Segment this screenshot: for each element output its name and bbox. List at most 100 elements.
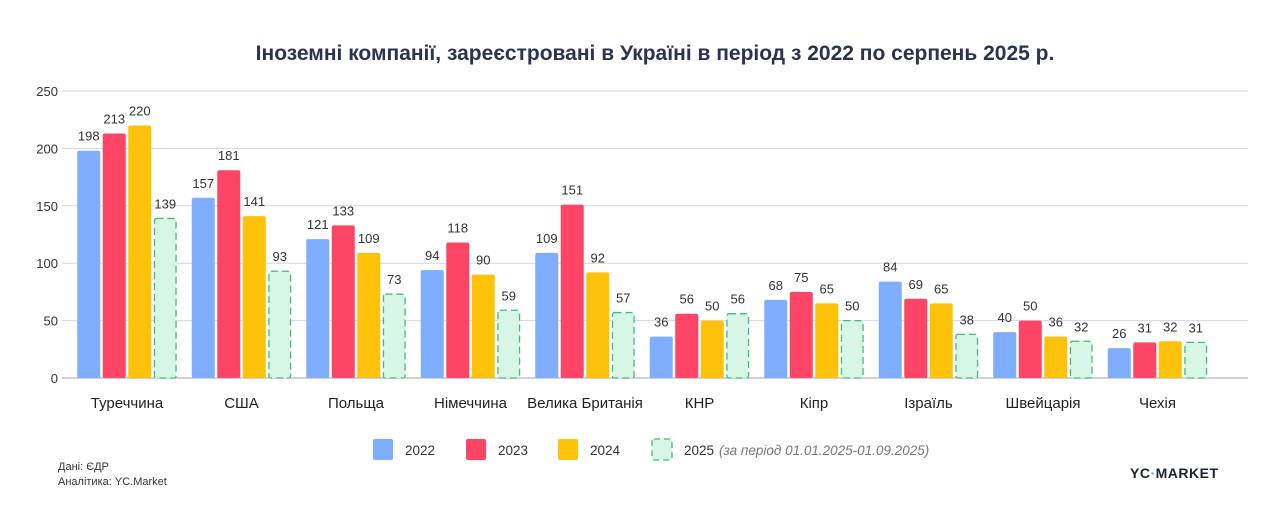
x-tick-label: Туреччина (91, 395, 164, 412)
bar-2024 (815, 303, 839, 378)
bar-2023 (102, 133, 126, 378)
data-label: 50 (1023, 299, 1037, 314)
bar-2024 (242, 216, 266, 378)
data-label: 93 (273, 249, 287, 264)
bar-2023 (217, 170, 241, 378)
data-label: 121 (307, 217, 329, 232)
data-label: 59 (502, 288, 516, 303)
legend-label-2023: 2023 (498, 443, 528, 458)
bar-2022 (420, 270, 444, 378)
legend-swatch-2025 (651, 438, 673, 461)
legend-label-2024: 2024 (590, 443, 621, 458)
data-label: 73 (387, 272, 401, 287)
data-label: 56 (731, 292, 745, 307)
x-tick-label: Кіпр (800, 395, 829, 412)
bar-2023 (1018, 320, 1042, 378)
bar-2024 (357, 252, 381, 378)
y-tick-label: 200 (36, 141, 58, 156)
chart-title: Іноземні компанії, зареєстровані в Украї… (256, 42, 1055, 65)
data-label: 50 (705, 299, 719, 314)
bar-2025 (153, 217, 177, 379)
data-label: 40 (998, 310, 1012, 325)
bar-2024 (471, 274, 495, 378)
data-label: 65 (934, 281, 948, 296)
bar-2025 (955, 333, 979, 379)
y-tick-label: 100 (36, 256, 58, 271)
data-label: 50 (845, 299, 859, 314)
data-label: 57 (616, 291, 630, 306)
data-label: 92 (591, 250, 605, 265)
data-label: 220 (129, 103, 151, 118)
bar-2024 (586, 272, 610, 378)
bar-2023 (446, 242, 470, 378)
data-label: 65 (820, 281, 834, 296)
bar-2025 (611, 311, 635, 379)
x-tick-label: Німеччина (434, 395, 508, 412)
x-tick-label: Велика Британія (527, 395, 643, 412)
x-tick-label: США (224, 395, 259, 412)
bar-2025 (726, 313, 750, 379)
y-tick-label: 250 (36, 84, 58, 99)
data-label: 139 (154, 196, 176, 211)
bar-2025 (268, 270, 292, 379)
bar-2023 (331, 225, 355, 378)
bar-2022 (1107, 348, 1131, 378)
bar-2022 (77, 150, 101, 378)
bar-2022 (535, 252, 559, 378)
y-tick-label: 0 (51, 371, 58, 386)
data-label: 36 (1049, 315, 1063, 330)
y-tick-label: 50 (44, 314, 58, 329)
bar-2024 (929, 303, 953, 378)
data-label: 31 (1138, 320, 1152, 335)
data-label: 198 (78, 129, 100, 144)
data-label: 181 (218, 148, 240, 163)
footer-source: Дані: ЄДР (58, 461, 109, 473)
bar-2023 (560, 204, 584, 378)
data-label: 38 (960, 312, 974, 327)
bar-2025 (382, 293, 406, 379)
bar-2022 (649, 336, 673, 378)
data-label: 133 (332, 203, 354, 218)
data-label: 32 (1163, 319, 1177, 334)
x-tick-label: Ізраїль (904, 395, 953, 412)
data-label: 141 (243, 194, 265, 209)
bar-2024 (700, 320, 724, 378)
bar-2024 (128, 125, 152, 378)
legend-swatch-2022 (373, 439, 393, 460)
logo: YC·MARKET (1130, 465, 1218, 481)
data-label: 109 (358, 231, 380, 246)
legend-label-2025: 2025 (за період 01.01.2025-01.09.2025) (684, 443, 929, 458)
bar-2022 (306, 239, 330, 378)
data-label: 84 (883, 260, 897, 275)
bar-2022 (878, 281, 902, 378)
bar-2023 (675, 313, 699, 378)
legend-label-2022: 2022 (405, 443, 435, 458)
data-label: 213 (103, 111, 125, 126)
bar-2025 (1069, 340, 1093, 379)
bar-2023 (904, 298, 928, 378)
bar-2025 (1184, 341, 1208, 379)
bar-2022 (764, 299, 788, 378)
x-tick-label: Чехія (1139, 395, 1176, 412)
data-label: 109 (536, 231, 558, 246)
bar-2023 (1133, 342, 1157, 378)
data-label: 36 (654, 315, 668, 330)
bar-2023 (789, 291, 813, 378)
x-tick-label: Швейцарія (1006, 395, 1081, 412)
data-label: 90 (476, 253, 490, 268)
bar-2022 (993, 332, 1017, 378)
y-tick-label: 150 (36, 199, 58, 214)
bar-2025 (497, 309, 521, 379)
data-label: 26 (1112, 326, 1126, 341)
data-label: 56 (680, 292, 694, 307)
footer-analytics: Аналітика: YC.Market (58, 476, 167, 488)
data-label: 32 (1074, 319, 1088, 334)
data-label: 151 (561, 183, 583, 198)
legend-swatch-2023 (466, 439, 486, 460)
bar-2022 (191, 197, 215, 378)
data-label: 75 (794, 270, 808, 285)
bar-2024 (1044, 336, 1068, 378)
data-label: 69 (909, 277, 923, 292)
legend-note: (за період 01.01.2025-01.09.2025) (719, 443, 929, 458)
